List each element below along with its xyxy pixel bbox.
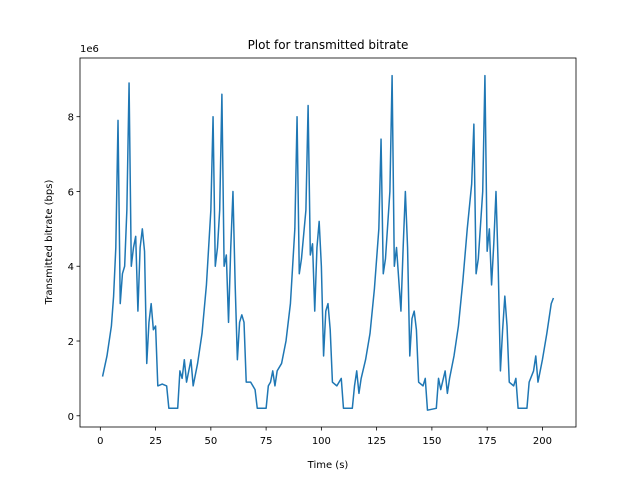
- y-axis-label: Transmitted bitrate (bps): [44, 180, 55, 306]
- y-tick-label: 2: [68, 337, 74, 348]
- y-offset-text: 1e6: [80, 44, 99, 55]
- x-tick-label: 50: [204, 436, 217, 447]
- x-tick-label: 150: [422, 436, 441, 447]
- y-tick-label: 0: [68, 412, 74, 423]
- plot-area: 0 25 50 75 100 125 150 175 200 0 2 4 6 8: [68, 74, 555, 447]
- y-tick-label: 8: [68, 113, 74, 124]
- chart-title: Plot for transmitted bitrate: [248, 38, 409, 52]
- y-tick-label: 6: [68, 187, 74, 198]
- x-tick-label: 25: [149, 436, 162, 447]
- x-tick-label: 125: [367, 436, 386, 447]
- x-tick-label: 0: [97, 436, 103, 447]
- x-axis-label: Time (s): [307, 460, 349, 471]
- x-tick-label: 200: [533, 436, 552, 447]
- axes-frame: [79, 57, 577, 428]
- x-tick-label: 100: [312, 436, 331, 447]
- x-tick-label: 75: [260, 436, 273, 447]
- x-tick-label: 175: [478, 436, 497, 447]
- data-line: [101, 74, 555, 411]
- y-tick-label: 4: [68, 262, 74, 273]
